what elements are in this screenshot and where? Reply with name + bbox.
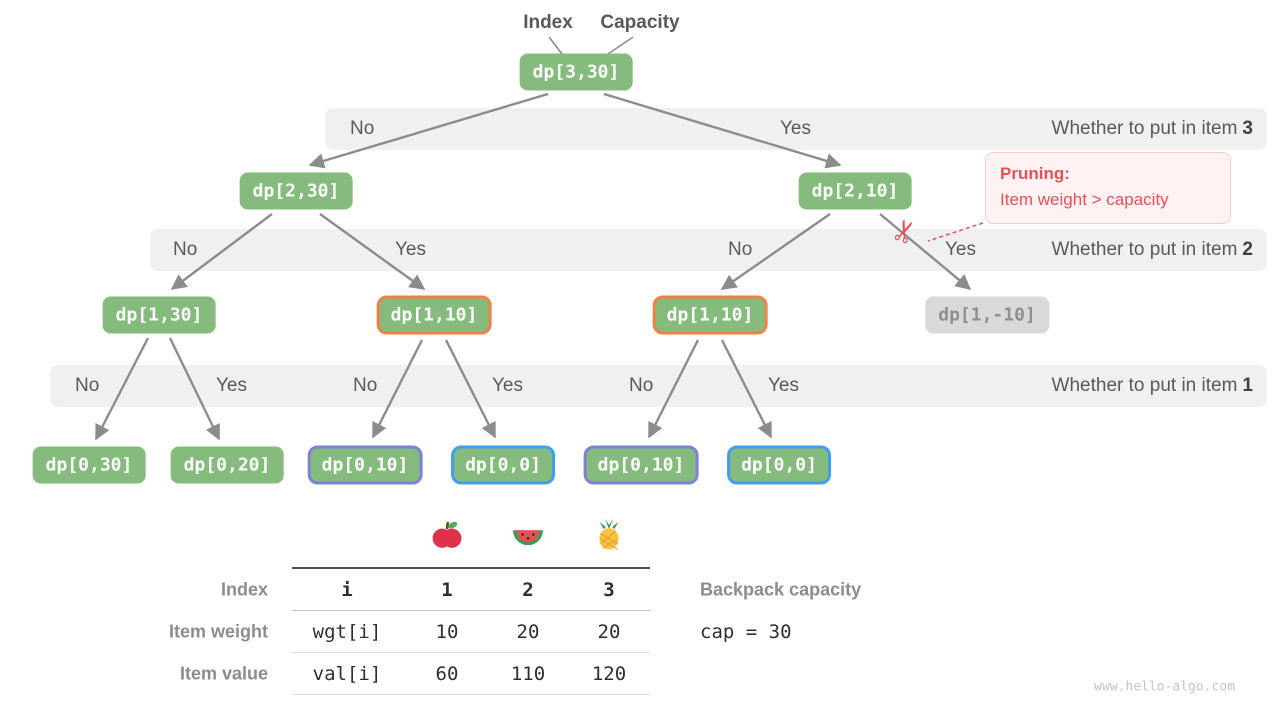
decision-band-item2: No Yes No Yes Whether to put in item 2 bbox=[150, 229, 1267, 271]
band-item-number: 1 bbox=[1242, 375, 1253, 396]
band-no-label: No bbox=[353, 375, 378, 396]
edge-no-item1-c bbox=[647, 339, 700, 439]
apple-icon bbox=[432, 519, 462, 556]
edge-no-item2-right bbox=[720, 213, 831, 290]
edge-yes-item1-b bbox=[444, 339, 497, 439]
table-header-rule bbox=[292, 610, 650, 611]
band-yes-label: Yes bbox=[945, 239, 976, 260]
pruning-pointer-line bbox=[927, 222, 984, 242]
table-cell: 20 bbox=[597, 621, 621, 643]
edge-no-item3 bbox=[308, 92, 549, 169]
watermelon-icon bbox=[513, 520, 543, 555]
index-pointer-line bbox=[548, 36, 563, 55]
table-cell: 110 bbox=[510, 663, 546, 685]
table-cell: i bbox=[341, 579, 353, 601]
pineapple-icon bbox=[594, 518, 624, 556]
capacity-pointer-line bbox=[607, 36, 634, 55]
decision-band-item1: No Yes No Yes No Yes Whether to put in i… bbox=[50, 365, 1267, 407]
edge-yes-item2-right bbox=[879, 213, 972, 290]
edge-yes-item3 bbox=[603, 92, 842, 169]
band-no-label: No bbox=[629, 375, 654, 396]
decision-band-item3: No Yes Whether to put in item 3 bbox=[325, 108, 1267, 150]
dp-node-overlap: dp[0,0] bbox=[451, 445, 555, 485]
dp-node: dp[1,30] bbox=[102, 296, 216, 334]
dp-node-pruned: dp[1,-10] bbox=[925, 296, 1049, 334]
band-question-item2: Whether to put in item 2 bbox=[1051, 239, 1253, 260]
table-cell: val[i] bbox=[312, 663, 382, 685]
backpack-capacity-label: Backpack capacity bbox=[700, 579, 862, 600]
edge-no-item1-a bbox=[94, 337, 150, 441]
table-cell: 120 bbox=[591, 663, 627, 685]
table-cell: 3 bbox=[603, 579, 615, 601]
band-item-number: 3 bbox=[1242, 118, 1253, 139]
table-cell: 20 bbox=[516, 621, 540, 643]
band-no-label: No bbox=[350, 118, 375, 139]
dp-node-overlap: dp[0,0] bbox=[727, 445, 831, 485]
dp-node-overlap: dp[0,10] bbox=[583, 445, 699, 485]
band-no-label: No bbox=[173, 239, 198, 260]
table-cell: 2 bbox=[522, 579, 534, 601]
band-no-label: No bbox=[728, 239, 753, 260]
band-yes-label: Yes bbox=[780, 118, 811, 139]
table-cell: 1 bbox=[441, 579, 453, 601]
dp-node-overlap: dp[1,10] bbox=[652, 295, 768, 335]
band-yes-label: Yes bbox=[395, 239, 426, 260]
dp-node: dp[0,20] bbox=[170, 446, 284, 484]
pruning-callout: Pruning: Item weight > capacity bbox=[985, 152, 1231, 224]
dp-node: dp[2,30] bbox=[239, 172, 353, 210]
dp-node-overlap: dp[1,10] bbox=[376, 295, 492, 335]
watermark: www.hello-algo.com bbox=[1094, 679, 1235, 695]
band-no-label: No bbox=[75, 375, 100, 396]
table-row-label-value: Item value bbox=[179, 663, 268, 684]
edge-no-item2-left bbox=[170, 213, 273, 290]
band-question-item3: Whether to put in item 3 bbox=[1051, 118, 1253, 139]
band-yes-label: Yes bbox=[492, 375, 523, 396]
edge-no-item1-b bbox=[371, 339, 424, 439]
dp-node: dp[0,30] bbox=[32, 446, 146, 484]
edge-yes-item1-a bbox=[168, 337, 221, 441]
dp-node-root: dp[3,30] bbox=[519, 53, 633, 91]
table-row-label-weight: Item weight bbox=[168, 621, 268, 642]
dp-node: dp[2,10] bbox=[798, 172, 912, 210]
pruning-detail: Item weight > capacity bbox=[1000, 190, 1169, 210]
edge-yes-item1-c bbox=[720, 339, 773, 439]
band-item-number: 2 bbox=[1242, 239, 1253, 260]
index-pointer-label: Index bbox=[523, 12, 573, 33]
backpack-capacity-value: cap = 30 bbox=[700, 621, 792, 643]
band-yes-label: Yes bbox=[768, 375, 799, 396]
band-yes-label: Yes bbox=[216, 375, 247, 396]
table-cell: 10 bbox=[435, 621, 459, 643]
table-cell: wgt[i] bbox=[312, 621, 382, 643]
capacity-pointer-label: Capacity bbox=[600, 12, 680, 33]
table-top-rule bbox=[292, 567, 650, 569]
band-question-item1: Whether to put in item 1 bbox=[1051, 375, 1253, 396]
table-bottom-rule bbox=[292, 694, 650, 695]
table-cell: 60 bbox=[435, 663, 459, 685]
table-row-label-index: Index bbox=[220, 579, 268, 600]
pruning-title: Pruning: bbox=[1000, 164, 1070, 183]
edge-yes-item2-left bbox=[319, 213, 426, 290]
dp-node-overlap: dp[0,10] bbox=[307, 445, 423, 485]
table-row-rule bbox=[292, 652, 650, 653]
